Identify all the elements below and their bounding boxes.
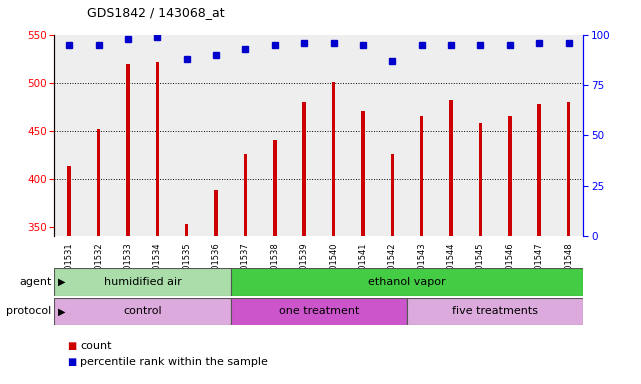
Bar: [362, 111, 365, 236]
Bar: [231, 298, 407, 325]
Bar: [332, 82, 335, 236]
Bar: [214, 190, 218, 236]
Bar: [97, 129, 101, 236]
Bar: [54, 298, 231, 325]
Bar: [407, 298, 583, 325]
Bar: [126, 65, 129, 236]
Bar: [567, 102, 570, 236]
Text: agent: agent: [19, 277, 51, 287]
Text: ■: ■: [67, 341, 76, 351]
Bar: [508, 116, 512, 236]
Text: one treatment: one treatment: [279, 306, 359, 316]
Text: ▶: ▶: [58, 277, 65, 287]
Bar: [303, 102, 306, 236]
Bar: [420, 116, 424, 236]
Text: control: control: [123, 306, 162, 316]
Text: ■: ■: [67, 357, 76, 367]
Text: ▶: ▶: [58, 306, 65, 316]
Text: five treatments: five treatments: [452, 306, 538, 316]
Text: ethanol vapor: ethanol vapor: [368, 277, 446, 287]
Bar: [449, 100, 453, 236]
Bar: [537, 104, 541, 236]
Bar: [67, 166, 71, 236]
Bar: [390, 154, 394, 236]
Text: humidified air: humidified air: [104, 277, 181, 287]
Bar: [231, 268, 583, 296]
Text: protocol: protocol: [6, 306, 51, 316]
Bar: [479, 123, 482, 236]
Bar: [156, 63, 159, 236]
Bar: [273, 140, 277, 236]
Text: GDS1842 / 143068_at: GDS1842 / 143068_at: [87, 6, 224, 19]
Bar: [185, 223, 188, 236]
Bar: [54, 268, 231, 296]
Text: count: count: [80, 341, 112, 351]
Text: percentile rank within the sample: percentile rank within the sample: [80, 357, 268, 367]
Bar: [244, 154, 247, 236]
